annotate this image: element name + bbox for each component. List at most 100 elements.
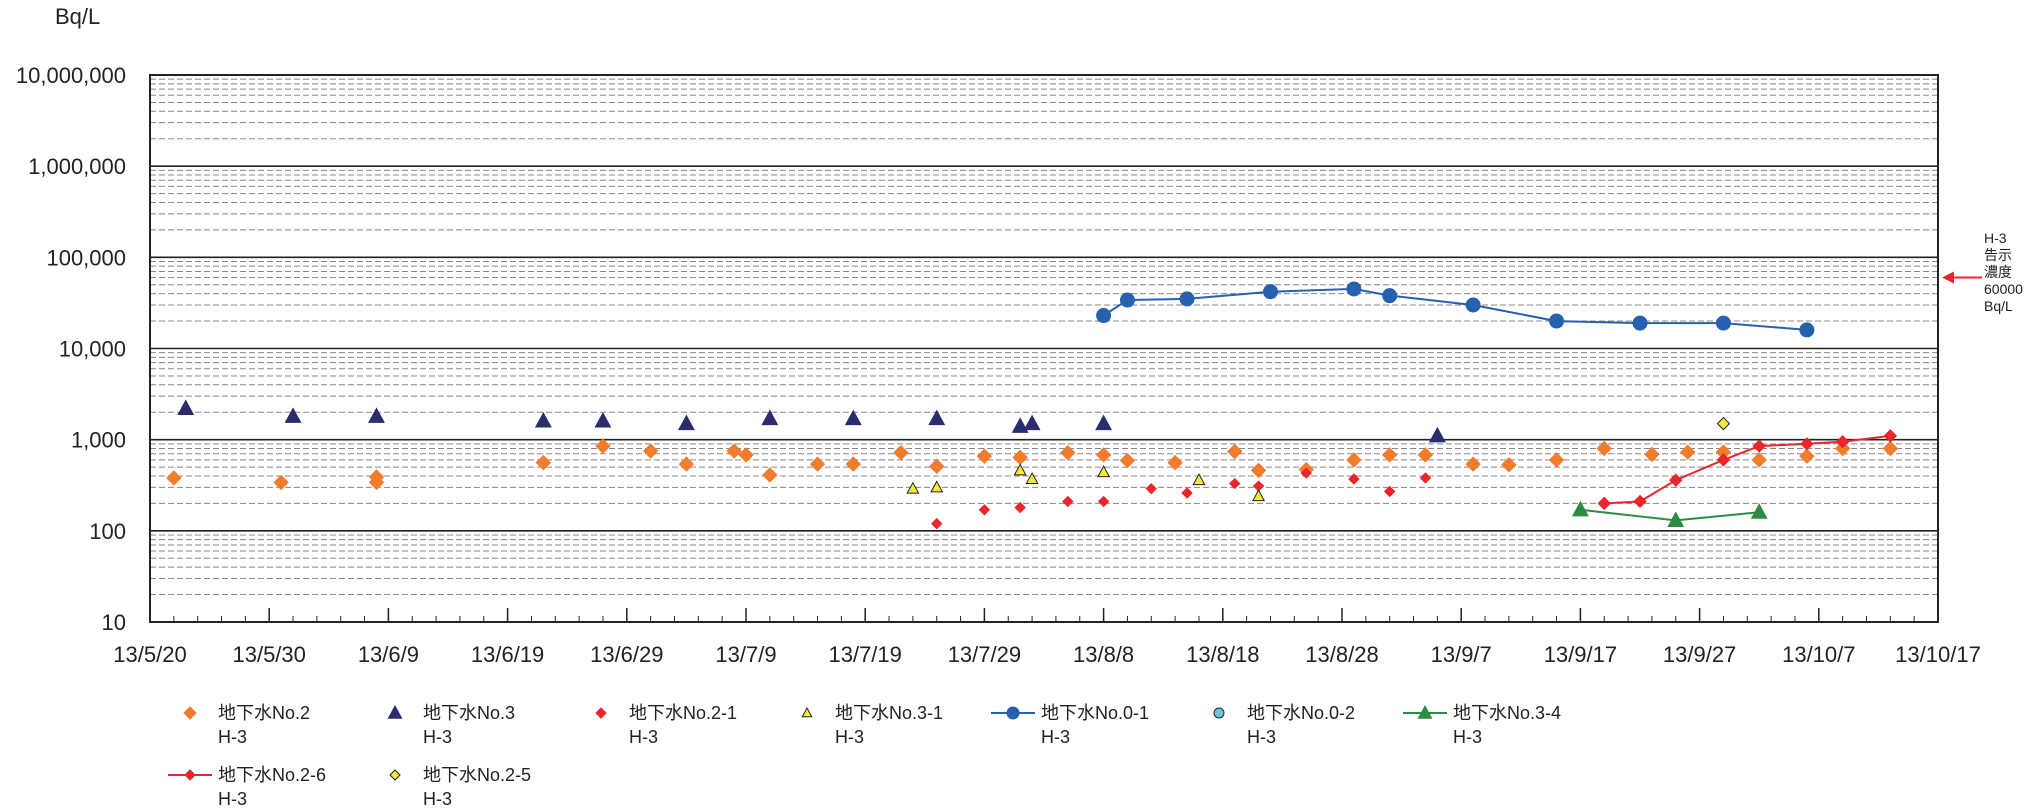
data-point xyxy=(166,470,182,486)
data-point xyxy=(1062,495,1074,508)
data-point xyxy=(893,444,909,461)
x-tick-label: 13/8/18 xyxy=(1186,642,1259,667)
data-point xyxy=(1097,495,1110,508)
data-point xyxy=(642,443,659,459)
x-tick-label: 13/5/30 xyxy=(232,642,305,667)
data-point xyxy=(976,448,993,464)
series-4 xyxy=(906,463,1266,502)
y-tick-label: 10 xyxy=(102,610,126,635)
x-tick-label: 13/10/17 xyxy=(1895,642,1981,667)
data-point xyxy=(1834,440,1851,457)
legend-sublabel: H-3 xyxy=(1247,727,1276,747)
legend-marker xyxy=(389,769,401,781)
x-tick-label: 13/7/29 xyxy=(948,642,1021,667)
data-point xyxy=(1669,473,1683,487)
data-point xyxy=(762,467,778,483)
legend-label: 地下水No.2-6 xyxy=(218,765,326,785)
data-point xyxy=(1097,465,1111,478)
legend-marker xyxy=(183,706,197,720)
limit-annotation-text: 濃度 xyxy=(1984,264,2012,280)
series-line xyxy=(1580,508,1760,522)
data-point xyxy=(1179,291,1195,307)
y-tick-label: 100 xyxy=(89,519,126,544)
data-point xyxy=(1548,452,1565,468)
data-point xyxy=(1192,473,1206,486)
x-tick-label: 13/9/17 xyxy=(1544,642,1617,667)
data-point xyxy=(1597,496,1611,511)
x-tick-label: 13/6/19 xyxy=(471,642,544,667)
data-point xyxy=(1465,297,1481,313)
data-point xyxy=(1095,447,1112,463)
data-point xyxy=(534,412,552,428)
data-point xyxy=(1633,494,1647,509)
data-point xyxy=(738,447,754,463)
legend-item: 地下水No.3-1 H-3 xyxy=(801,703,943,747)
limit-annotation-text: 告示 xyxy=(1984,247,2012,263)
legend-marker xyxy=(801,706,813,718)
data-point xyxy=(1095,414,1113,431)
legend-label: 地下水No.2 xyxy=(218,703,310,723)
data-point xyxy=(1229,477,1241,490)
data-point xyxy=(1025,471,1039,485)
data-point xyxy=(1096,308,1112,324)
legend-label: 地下水No.0-1 xyxy=(1041,703,1149,723)
legend-item: 地下水No.0-1 H-3 xyxy=(991,703,1149,747)
legend-sublabel: H-3 xyxy=(629,727,658,747)
data-point xyxy=(726,443,742,459)
data-point xyxy=(1644,446,1660,463)
data-point xyxy=(1799,322,1815,338)
legend-item: 地下水No.2 H-3 xyxy=(183,703,310,747)
data-point xyxy=(595,438,611,454)
data-point xyxy=(1346,452,1362,468)
plot-frame xyxy=(149,74,1939,623)
x-tick-label: 13/10/7 xyxy=(1782,642,1855,667)
legend-marker xyxy=(1006,706,1020,720)
data-point xyxy=(1381,447,1398,463)
y-tick-label: 1,000,000 xyxy=(28,154,126,179)
data-point xyxy=(678,456,695,472)
y-axis-title: Bq/L xyxy=(55,4,100,29)
legend-label: 地下水No.3-1 xyxy=(835,703,943,723)
data-point xyxy=(535,454,552,471)
series-2 xyxy=(177,399,1446,443)
data-point xyxy=(273,474,289,491)
data-point xyxy=(368,407,385,423)
y-tick-label: 100,000 xyxy=(46,245,126,270)
data-point xyxy=(1348,473,1360,485)
data-point xyxy=(1014,501,1026,514)
data-point xyxy=(284,407,302,423)
data-point xyxy=(1632,315,1648,331)
data-point xyxy=(1250,462,1267,479)
x-tick-label: 13/6/29 xyxy=(590,642,663,667)
limit-annotation-text: 60000 xyxy=(1984,281,2023,297)
legend-sublabel: H-3 xyxy=(835,727,864,747)
data-point xyxy=(1549,313,1565,329)
data-point xyxy=(1752,439,1766,453)
legend-label: 地下水No.3-4 xyxy=(1453,703,1561,723)
data-point xyxy=(931,517,943,530)
legend-label: 地下水No.2-5 xyxy=(423,765,531,785)
data-point xyxy=(845,456,861,472)
data-point xyxy=(177,399,195,415)
data-point xyxy=(844,409,862,426)
data-point xyxy=(1501,457,1517,473)
data-point xyxy=(1883,429,1898,443)
data-point xyxy=(1750,503,1768,519)
data-point xyxy=(1119,452,1136,469)
legend-marker xyxy=(387,704,403,719)
legend-item: 地下水No.2-5 H-3 xyxy=(389,765,531,809)
data-point xyxy=(1012,449,1028,466)
legend-item: 地下水No.2-6 H-3 xyxy=(168,765,326,809)
legend-item: 地下水No.3 H-3 xyxy=(387,703,515,747)
data-point xyxy=(1060,444,1076,461)
x-axis-ticks xyxy=(149,608,1939,622)
data-point xyxy=(1262,284,1278,300)
data-point xyxy=(1571,500,1589,517)
data-point xyxy=(1011,417,1029,433)
data-point xyxy=(1428,426,1446,443)
x-tick-label: 13/8/8 xyxy=(1073,642,1134,667)
data-point xyxy=(1417,447,1434,463)
data-point xyxy=(1300,467,1312,479)
